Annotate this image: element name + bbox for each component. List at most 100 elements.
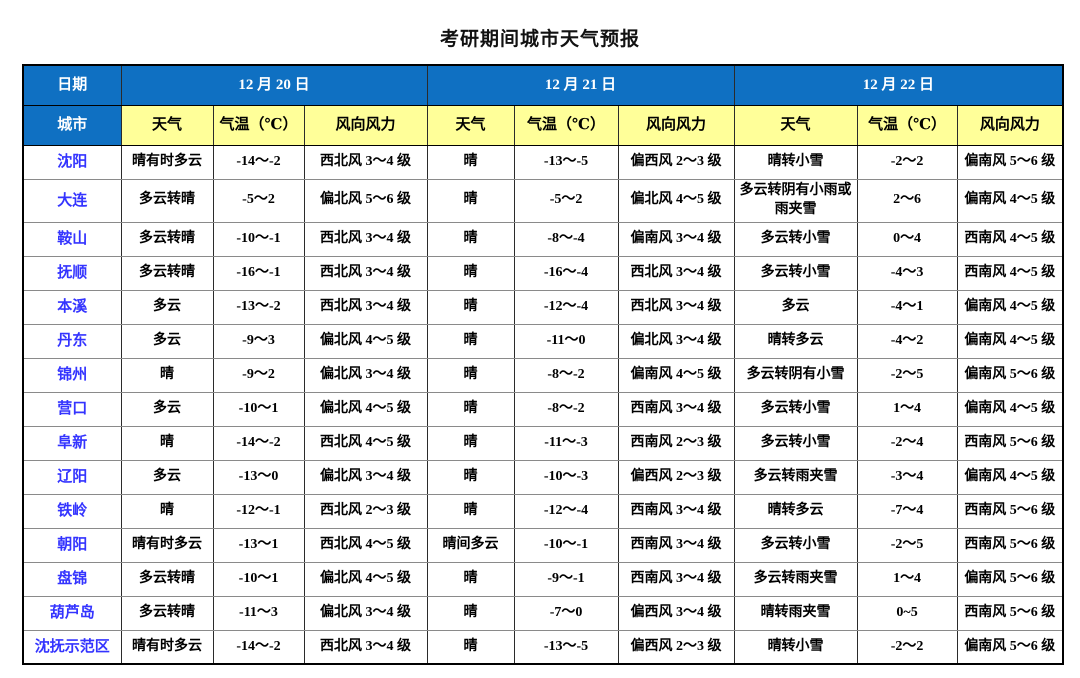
wind-cell-dec20: 偏北风 3～4 级 (303, 357, 428, 393)
wind-cell-dec20: 西北风 2～3 级 (303, 493, 428, 529)
wind-cell-dec22: 西南风 5～6 级 (956, 493, 1064, 529)
wind-cell-dec22: 偏南风 4～5 级 (956, 323, 1064, 359)
city-name: 铁岭 (22, 493, 122, 529)
wind-cell-dec21: 西北风 3～4 级 (617, 289, 735, 325)
weather-cell-dec21: 晴 (426, 145, 515, 180)
temperature-cell-dec20: -9～3 (212, 323, 305, 359)
temperature-cell-dec22: 2～6 (856, 179, 958, 223)
table-row: 锦州 晴 -9～2 偏北风 3～4 级 晴 -8～-2 偏南风 4～5 级 多云… (22, 357, 1064, 393)
weather-cell-dec20: 多云 (120, 289, 214, 325)
wind-cell-dec21: 偏南风 3～4 级 (617, 221, 735, 257)
weather-cell-dec21: 晴 (426, 323, 515, 359)
wind-cell-dec21: 偏北风 4～5 级 (617, 179, 735, 223)
temperature-cell-dec21: -12～-4 (513, 493, 619, 529)
city-name: 鞍山 (22, 221, 122, 257)
weather-cell-dec20: 多云转晴 (120, 255, 214, 291)
table-row: 本溪 多云 -13～-2 西北风 3～4 级 晴 -12～-4 西北风 3～4 … (22, 289, 1064, 325)
weather-cell-dec21: 晴 (426, 391, 515, 427)
table-row: 沈抚示范区 晴有时多云 -14～-2 西北风 3～4 级 晴 -13～-5 偏西… (22, 629, 1064, 665)
weather-cell-dec21: 晴 (426, 459, 515, 495)
city-name: 锦州 (22, 357, 122, 393)
temperature-cell-dec20: -14～-2 (212, 425, 305, 461)
weather-cell-dec22: 多云转雨夹雪 (733, 561, 858, 597)
date-header-dec22: 12 月 22 日 (733, 64, 1064, 106)
wind-cell-dec20: 西北风 3～4 级 (303, 289, 428, 325)
subheader-weather: 天气 (733, 105, 858, 146)
temperature-cell-dec22: 0~5 (856, 595, 958, 631)
header-row-categories: 城市 天气 气温（℃） 风向风力 天气 气温（℃） 风向风力 天气 气温（℃） … (22, 105, 1064, 146)
city-name: 沈阳 (22, 145, 122, 180)
weather-cell-dec20: 多云转晴 (120, 221, 214, 257)
temperature-cell-dec20: -10～-1 (212, 221, 305, 257)
wind-cell-dec20: 偏北风 4～5 级 (303, 323, 428, 359)
table-row: 阜新 晴 -14～-2 西北风 4～5 级 晴 -11～-3 西南风 2～3 级… (22, 425, 1064, 461)
temperature-cell-dec22: -4～1 (856, 289, 958, 325)
temperature-cell-dec22: -2～5 (856, 527, 958, 563)
weather-cell-dec20: 多云 (120, 391, 214, 427)
weather-cell-dec22: 多云转小雪 (733, 391, 858, 427)
weather-cell-dec21: 晴 (426, 221, 515, 257)
temperature-cell-dec21: -16～-4 (513, 255, 619, 291)
wind-cell-dec21: 偏西风 2～3 级 (617, 629, 735, 665)
table-row: 丹东 多云 -9～3 偏北风 4～5 级 晴 -11～0 偏北风 3～4 级 晴… (22, 323, 1064, 359)
weather-forecast-table: 日期 12 月 20 日 12 月 21 日 12 月 22 日 城市 天气 气… (22, 64, 1065, 666)
weather-cell-dec21: 晴 (426, 595, 515, 631)
wind-cell-dec21: 偏南风 4～5 级 (617, 357, 735, 393)
temperature-cell-dec20: -13～1 (212, 527, 305, 563)
subheader-weather: 天气 (426, 105, 515, 146)
weather-cell-dec21: 晴 (426, 255, 515, 291)
temperature-cell-dec21: -10～-3 (513, 459, 619, 495)
wind-cell-dec22: 偏南风 4～5 级 (956, 459, 1064, 495)
temperature-cell-dec20: -13～-2 (212, 289, 305, 325)
wind-cell-dec20: 西北风 3～4 级 (303, 221, 428, 257)
city-name: 阜新 (22, 425, 122, 461)
table-row: 鞍山 多云转晴 -10～-1 西北风 3～4 级 晴 -8～-4 偏南风 3～4… (22, 221, 1064, 257)
table-row: 抚顺 多云转晴 -16～-1 西北风 3～4 级 晴 -16～-4 西北风 3～… (22, 255, 1064, 291)
date-header-dec21: 12 月 21 日 (426, 64, 735, 106)
wind-cell-dec21: 西南风 2～3 级 (617, 425, 735, 461)
header-row-dates: 日期 12 月 20 日 12 月 21 日 12 月 22 日 (22, 64, 1064, 106)
temperature-cell-dec22: -3～4 (856, 459, 958, 495)
wind-cell-dec21: 西北风 3～4 级 (617, 255, 735, 291)
subheader-wind: 风向风力 (956, 105, 1064, 146)
wind-cell-dec20: 西北风 4～5 级 (303, 425, 428, 461)
wind-cell-dec21: 西南风 3～4 级 (617, 527, 735, 563)
temperature-cell-dec22: -2～5 (856, 357, 958, 393)
temperature-cell-dec21: -11～-3 (513, 425, 619, 461)
weather-cell-dec22: 多云转小雪 (733, 221, 858, 257)
wind-cell-dec21: 偏北风 3～4 级 (617, 323, 735, 359)
subheader-weather: 天气 (120, 105, 214, 146)
weather-cell-dec20: 多云转晴 (120, 561, 214, 597)
corner-city-label: 城市 (22, 105, 122, 146)
wind-cell-dec20: 西北风 3～4 级 (303, 629, 428, 665)
table-row: 沈阳 晴有时多云 -14～-2 西北风 3～4 级 晴 -13～-5 偏西风 2… (22, 145, 1064, 180)
weather-cell-dec20: 多云转晴 (120, 179, 214, 223)
temperature-cell-dec20: -10～1 (212, 391, 305, 427)
weather-cell-dec20: 晴有时多云 (120, 629, 214, 665)
temperature-cell-dec21: -5～2 (513, 179, 619, 223)
weather-cell-dec20: 多云 (120, 323, 214, 359)
wind-cell-dec22: 偏南风 4～5 级 (956, 391, 1064, 427)
temperature-cell-dec22: -2～2 (856, 629, 958, 665)
temperature-cell-dec22: -4～3 (856, 255, 958, 291)
weather-cell-dec22: 多云转阴有小雨或雨夹雪 (733, 179, 858, 223)
temperature-cell-dec21: -7～0 (513, 595, 619, 631)
wind-cell-dec20: 偏北风 4～5 级 (303, 391, 428, 427)
page-title: 考研期间城市天气预报 (439, 29, 640, 50)
temperature-cell-dec21: -9～-1 (513, 561, 619, 597)
city-name: 朝阳 (22, 527, 122, 563)
weather-cell-dec21: 晴 (426, 561, 515, 597)
wind-cell-dec22: 西南风 4～5 级 (956, 255, 1064, 291)
table-row: 葫芦岛 多云转晴 -11～3 偏北风 3～4 级 晴 -7～0 偏西风 3～4 … (22, 595, 1064, 631)
corner-date-label: 日期 (22, 64, 122, 106)
temperature-cell-dec21: -8～-2 (513, 357, 619, 393)
temperature-cell-dec20: -13～0 (212, 459, 305, 495)
weather-cell-dec22: 多云转雨夹雪 (733, 459, 858, 495)
wind-cell-dec20: 偏北风 3～4 级 (303, 459, 428, 495)
wind-cell-dec22: 偏南风 4～5 级 (956, 289, 1064, 325)
wind-cell-dec22: 偏南风 5～6 级 (956, 561, 1064, 597)
wind-cell-dec20: 偏北风 4～5 级 (303, 561, 428, 597)
weather-cell-dec21: 晴 (426, 629, 515, 665)
weather-cell-dec22: 多云转阴有小雪 (733, 357, 858, 393)
subheader-temperature: 气温（℃） (856, 105, 958, 146)
